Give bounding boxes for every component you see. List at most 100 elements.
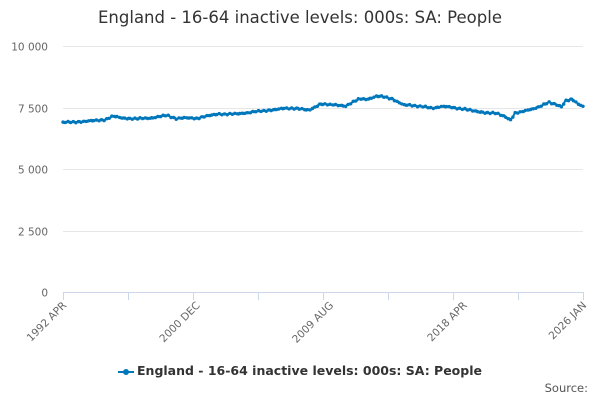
data-point <box>523 108 527 113</box>
data-point <box>521 109 525 114</box>
data-point <box>130 117 134 121</box>
data-point <box>271 108 276 112</box>
data-point <box>318 102 322 106</box>
data-point <box>254 110 258 114</box>
data-point <box>536 105 541 109</box>
data-point <box>455 107 459 111</box>
data-point <box>429 105 433 110</box>
data-point <box>531 107 535 111</box>
x-axis <box>63 292 584 300</box>
data-point <box>562 102 566 106</box>
data-point <box>315 104 320 109</box>
data-point <box>169 115 173 120</box>
data-point <box>418 104 422 108</box>
data-point <box>526 108 530 112</box>
data-point <box>277 107 281 111</box>
data-point <box>87 119 91 123</box>
gridlines <box>63 46 583 232</box>
legend-marker <box>118 367 134 377</box>
data-point <box>256 108 261 113</box>
data-point <box>468 107 472 112</box>
data-point <box>552 101 556 106</box>
data-point <box>81 119 86 124</box>
data-point <box>185 116 189 120</box>
data-point <box>470 109 475 113</box>
data-point <box>382 95 386 99</box>
data-point <box>158 114 163 119</box>
data-point <box>89 118 93 123</box>
data-point <box>74 121 78 125</box>
data-point <box>581 104 585 109</box>
data-point <box>493 111 498 116</box>
data-point <box>351 99 355 104</box>
data-point <box>248 111 253 115</box>
x-tick-label: 2009 AUG <box>290 300 336 346</box>
y-tick-label: 5 000 <box>18 165 48 177</box>
data-point <box>156 114 160 119</box>
data-point <box>105 117 109 121</box>
data-point <box>574 100 578 104</box>
data-point <box>217 111 221 116</box>
data-point <box>205 113 209 118</box>
data-point <box>153 115 158 120</box>
data-point <box>331 103 335 107</box>
data-point <box>92 118 96 123</box>
data-point <box>135 117 140 121</box>
data-point <box>528 107 533 112</box>
data-point <box>66 119 70 124</box>
data-point <box>161 113 165 117</box>
data-point <box>547 100 551 104</box>
data-point <box>488 111 492 116</box>
data-point <box>379 94 384 98</box>
data-point <box>264 109 268 114</box>
x-tick-label: 1992 APR <box>25 300 69 344</box>
data-point <box>452 105 457 110</box>
data-point <box>125 117 129 121</box>
data-point <box>179 116 184 120</box>
data-point <box>187 116 191 120</box>
data-point <box>122 116 127 120</box>
data-point <box>94 118 99 122</box>
y-tick-label: 0 <box>41 288 48 300</box>
data-point <box>405 103 409 107</box>
data-point <box>463 106 467 111</box>
data-point <box>164 114 168 118</box>
data-point <box>214 112 219 117</box>
data-point <box>369 96 373 101</box>
x-tick-label: 2000 DEC <box>157 300 202 345</box>
data-point <box>559 105 564 109</box>
data-point <box>413 103 417 108</box>
data-point <box>120 116 124 120</box>
data-point <box>243 111 247 116</box>
data-point <box>117 115 122 120</box>
data-point <box>310 106 315 111</box>
data-point <box>498 113 503 118</box>
data-point <box>305 107 310 112</box>
data-point <box>140 116 145 121</box>
data-point <box>372 95 376 99</box>
data-point <box>349 102 353 106</box>
data-point <box>385 95 389 99</box>
legend-item[interactable]: England - 16-64 inactive levels: 000s: S… <box>0 363 600 378</box>
chart-title: England - 16-64 inactive levels: 000s: S… <box>98 8 502 27</box>
data-point <box>402 102 406 107</box>
data-point <box>544 102 549 106</box>
data-point <box>496 111 500 116</box>
data-point <box>491 110 495 115</box>
data-point <box>431 106 435 111</box>
data-point <box>415 105 420 109</box>
data-point <box>442 104 446 109</box>
data-point <box>84 119 88 124</box>
data-point <box>200 115 204 119</box>
credits-link[interactable]: Source: <box>544 381 588 395</box>
data-point <box>259 109 263 114</box>
data-point <box>225 113 229 117</box>
data-point <box>115 114 119 119</box>
data-point <box>508 118 513 122</box>
y-tick-label: 2 500 <box>18 227 48 239</box>
data-point <box>238 111 242 116</box>
data-point <box>569 97 573 101</box>
data-point <box>295 106 299 110</box>
data-point <box>69 120 73 125</box>
data-point <box>458 106 462 110</box>
